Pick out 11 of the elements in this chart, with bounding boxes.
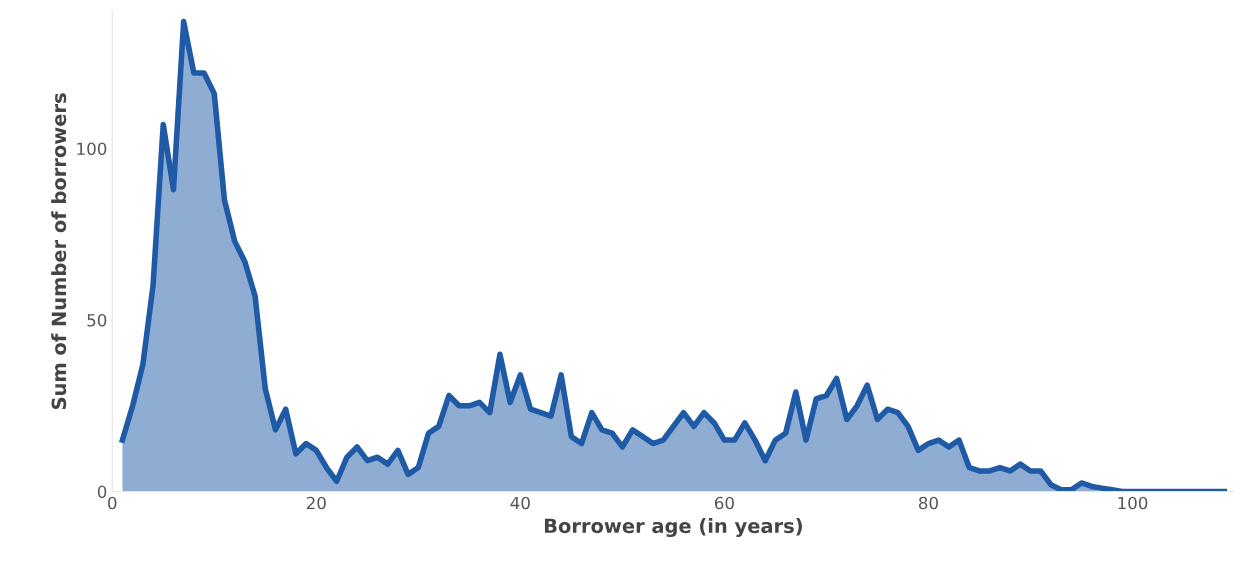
x-tick-label: 60 xyxy=(714,496,734,510)
x-tick-label: 80 xyxy=(918,496,938,510)
x-tick-label: 40 xyxy=(510,496,530,510)
y-tick-label: 0 xyxy=(97,485,107,499)
x-axis-title: Borrower age (in years) xyxy=(544,518,802,538)
x-tick-label: 0 xyxy=(108,496,117,510)
x-tick-label: 20 xyxy=(306,496,326,510)
y-tick-label: 50 xyxy=(87,313,107,327)
y-axis-title: Sum of Number of borrowers xyxy=(51,93,67,410)
y-tick-label: 100 xyxy=(77,142,107,156)
x-tick-label: 100 xyxy=(1118,496,1148,510)
